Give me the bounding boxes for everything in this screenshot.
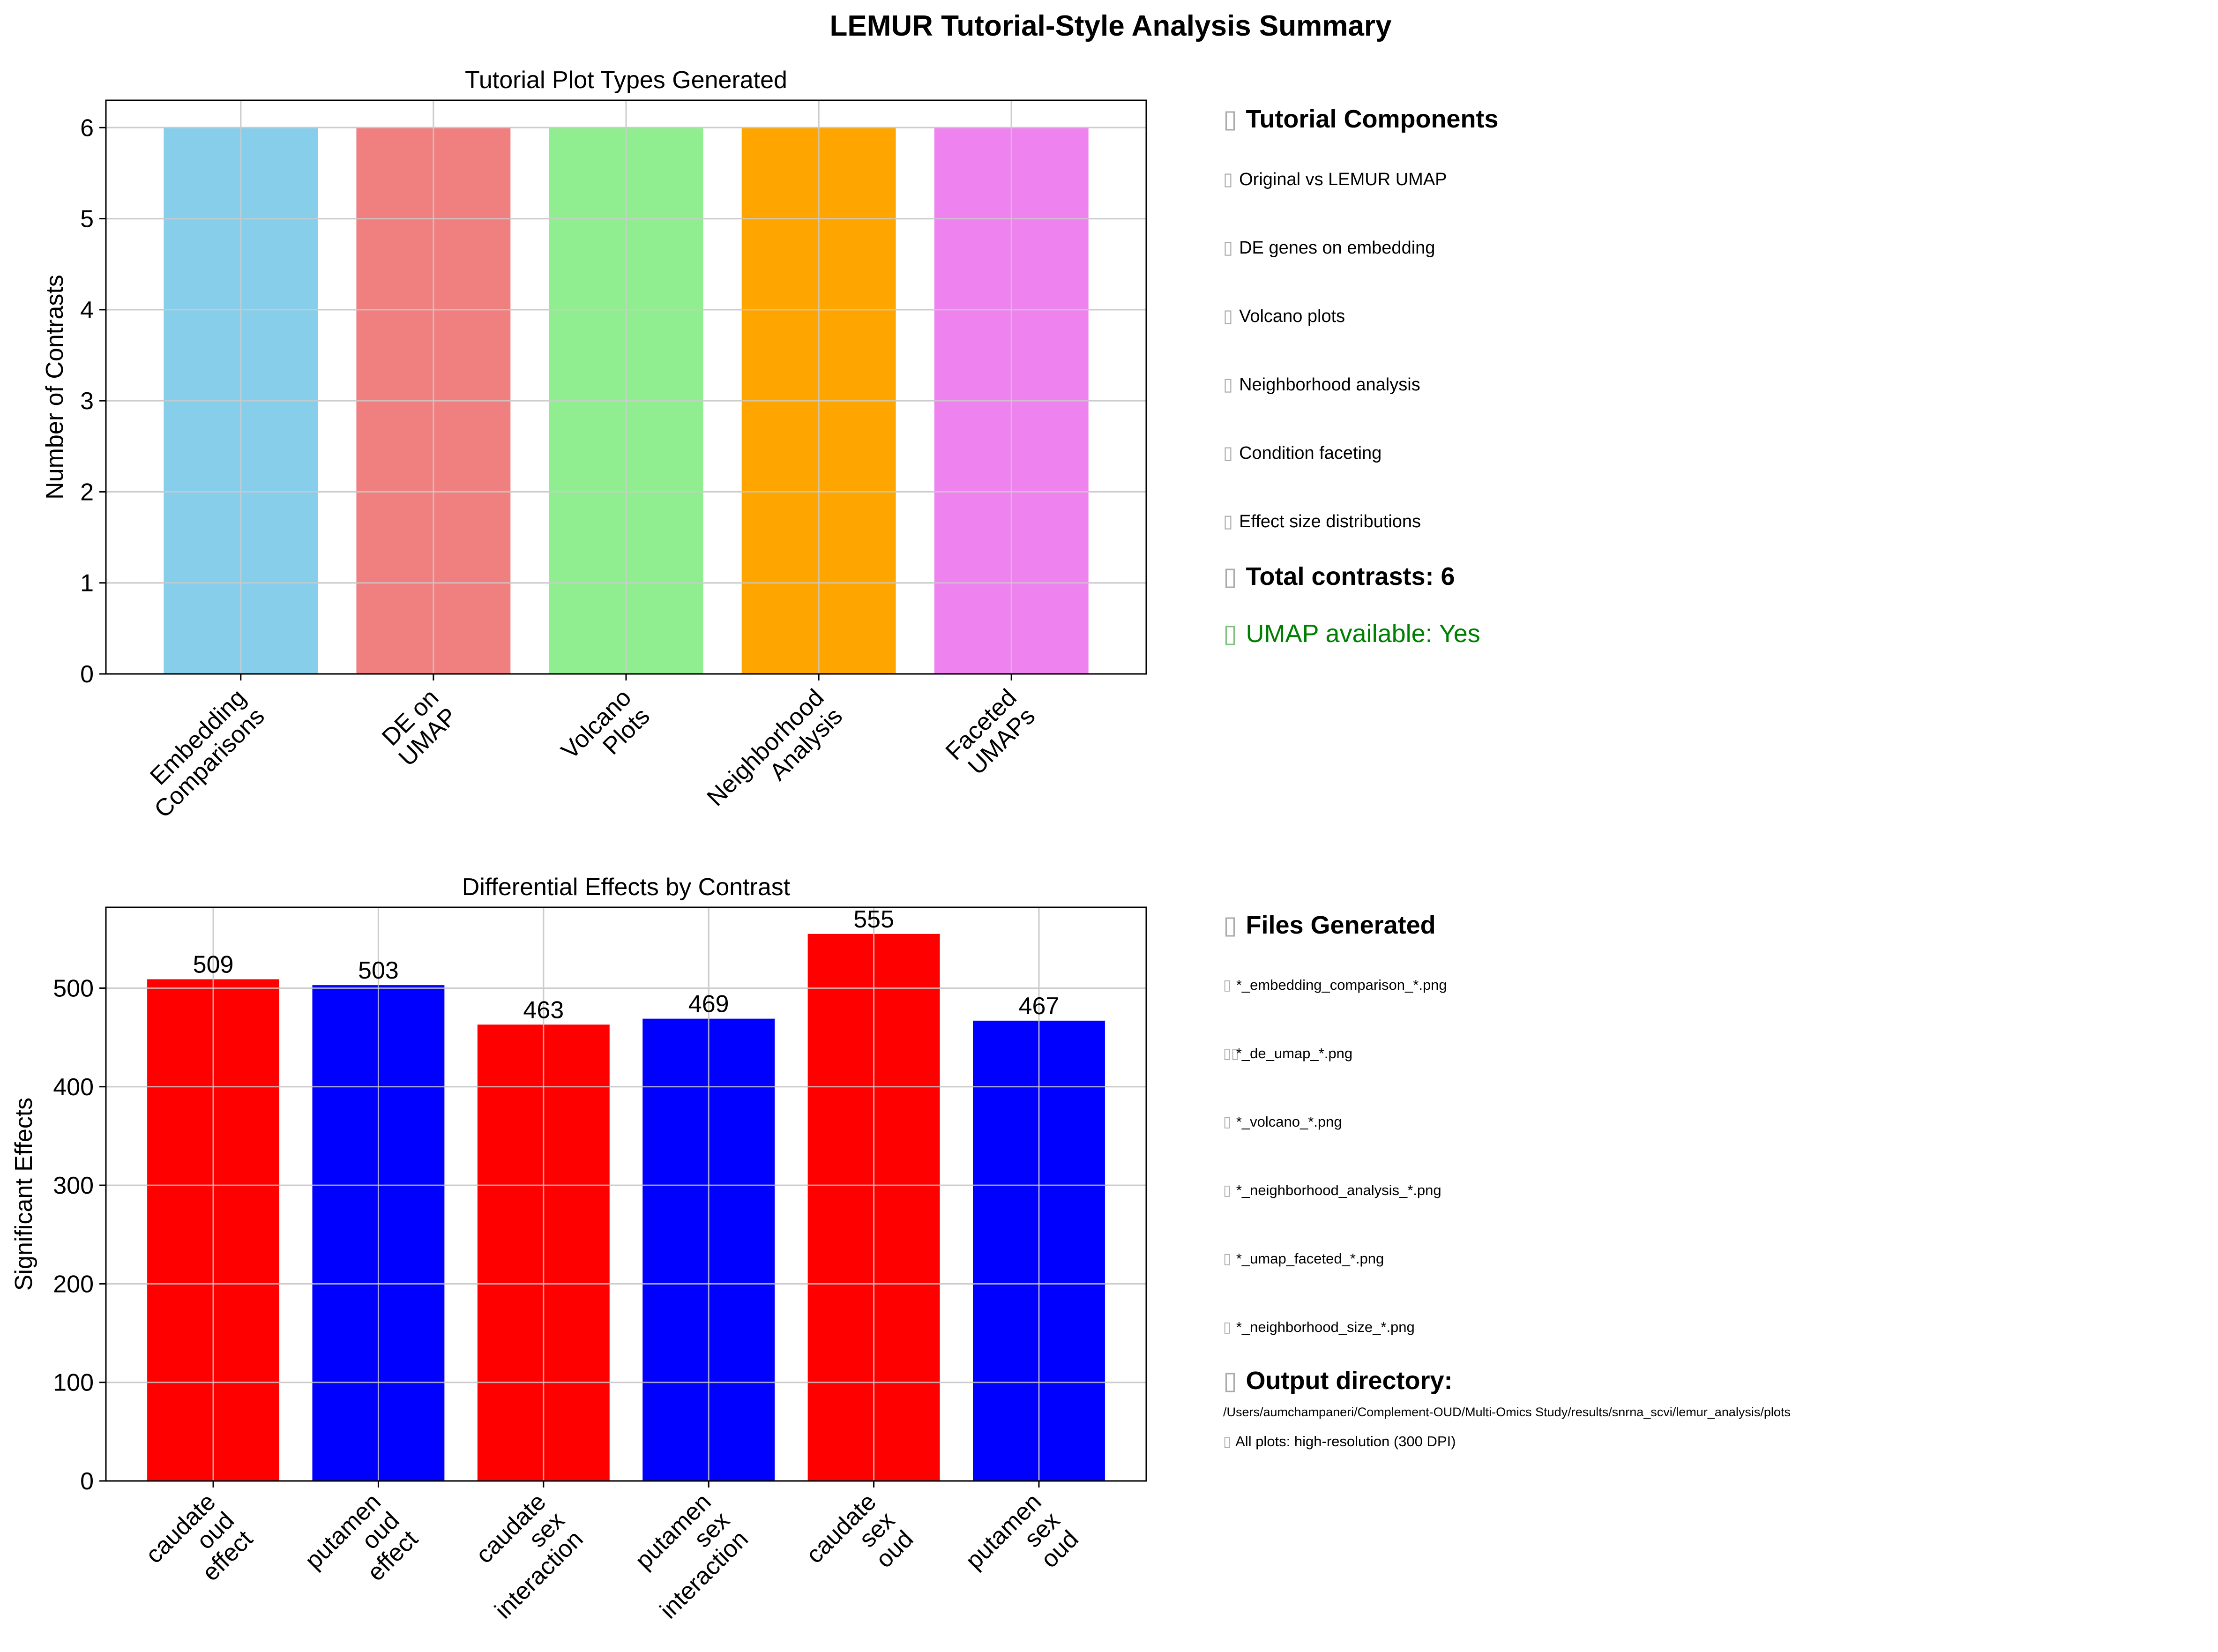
y-axis-label: Number of Contrasts bbox=[41, 275, 68, 500]
umap-available-text: UMAP available: Yes bbox=[1246, 620, 1480, 648]
file-item-label: *_umap_faceted_*.png bbox=[1236, 1250, 1384, 1267]
components-title: ▯ Tutorial Components bbox=[1223, 104, 1498, 134]
file-icon: ▯ bbox=[1223, 1319, 1232, 1335]
component-item-label: DE genes on embedding bbox=[1239, 238, 1435, 258]
check-icon: ▯ bbox=[1223, 306, 1233, 326]
component-item: ▯ Effect size distributions bbox=[1223, 511, 1421, 532]
component-item: ▯ Original vs LEMUR UMAP bbox=[1223, 169, 1447, 190]
data-label: 469 bbox=[688, 991, 729, 1018]
y-tick-label: 100 bbox=[53, 1369, 94, 1397]
files-title: ▯ Files Generated bbox=[1223, 910, 1436, 940]
check-icon: ▯ bbox=[1223, 443, 1233, 463]
file-item-label: *_embedding_comparison_*.png bbox=[1236, 977, 1447, 993]
file-item-label: *_neighborhood_analysis_*.png bbox=[1236, 1182, 1441, 1198]
info-icon: ▯ bbox=[1223, 1433, 1232, 1450]
check-icon: ▯ bbox=[1223, 170, 1233, 189]
resolution-note-text: All plots: high-resolution (300 DPI) bbox=[1235, 1433, 1456, 1450]
check-icon: ▯ bbox=[1223, 238, 1233, 258]
x-tick-label: FacetedUMAPs bbox=[941, 684, 1040, 784]
component-item: ▯ DE genes on embedding bbox=[1223, 237, 1435, 258]
y-tick-label: 0 bbox=[80, 1468, 94, 1495]
y-tick-label: 200 bbox=[53, 1271, 94, 1298]
y-tick-label: 3 bbox=[80, 388, 94, 415]
file-icon: ▯ bbox=[1223, 977, 1232, 993]
x-tick-label: NeighborhoodAnalysis bbox=[702, 684, 848, 830]
data-label: 555 bbox=[853, 906, 894, 933]
x-tick-label: putamenoudeffect bbox=[300, 1488, 424, 1612]
x-tick-label: caudatesexinteraction bbox=[453, 1488, 589, 1624]
folder-icon: ▯ bbox=[1223, 911, 1237, 939]
file-icon: ▯ bbox=[1223, 1182, 1232, 1198]
component-item-label: Volcano plots bbox=[1239, 306, 1345, 326]
y-axis-label: Significant Effects bbox=[10, 1098, 37, 1291]
output-directory-title-text: Output directory: bbox=[1246, 1367, 1453, 1395]
component-item-label: Original vs LEMUR UMAP bbox=[1239, 170, 1447, 189]
data-label: 503 bbox=[358, 957, 399, 984]
component-item: ▯ Volcano plots bbox=[1223, 306, 1345, 327]
axes-frame bbox=[105, 906, 1147, 1482]
output-directory-path: /Users/aumchampaneri/Complement-OUD/Mult… bbox=[1223, 1405, 1791, 1419]
chart-icon: ▯ bbox=[1223, 562, 1237, 591]
x-tick-label: putamensexoud bbox=[960, 1488, 1083, 1611]
x-tick-label: caudatesexoud bbox=[801, 1488, 919, 1606]
file-item-label: *_de_umap_*.png bbox=[1236, 1045, 1353, 1061]
y-tick-label: 400 bbox=[53, 1074, 94, 1101]
chart-title: Differential Effects by Contrast bbox=[462, 874, 791, 901]
x-tick-label: DE onUMAP bbox=[375, 684, 463, 771]
x-tick-label: VolcanoPlots bbox=[556, 684, 655, 783]
chart-plot-types: Tutorial Plot Types Generated 0 1 2 3 4 5 6 Embe… bbox=[41, 67, 1147, 830]
total-contrasts: ▯ Total contrasts: 6 bbox=[1223, 561, 1455, 591]
figure-title: LEMUR Tutorial-Style Analysis Summary bbox=[830, 10, 1392, 42]
resolution-note: ▯ All plots: high-resolution (300 DPI) bbox=[1223, 1433, 1456, 1450]
file-icon: ▯ bbox=[1223, 1114, 1232, 1130]
file-icon: ▯ bbox=[1223, 1250, 1232, 1267]
umap-available: ▯ UMAP available: Yes bbox=[1223, 619, 1480, 648]
y-tick-label: 1 bbox=[80, 570, 94, 597]
check-icon: ▯ bbox=[1223, 375, 1233, 395]
file-item: ▯ *_neighborhood_analysis_*.png bbox=[1223, 1182, 1441, 1199]
file-item: ▯ *_volcano_*.png bbox=[1223, 1114, 1342, 1130]
component-item-label: Condition faceting bbox=[1239, 443, 1382, 463]
component-item-label: Effect size distributions bbox=[1239, 512, 1421, 531]
clipboard-icon: ▯ bbox=[1223, 105, 1237, 133]
components-title-text: Tutorial Components bbox=[1246, 105, 1499, 133]
y-tick-label: 300 bbox=[53, 1172, 94, 1199]
x-tick-label: putamensexinteraction bbox=[618, 1488, 754, 1624]
folder-icon: ▯ bbox=[1223, 1367, 1237, 1395]
data-label: 509 bbox=[193, 951, 234, 979]
y-tick-label: 500 bbox=[53, 975, 94, 1002]
file-item: ▯▯ *_de_umap_*.png bbox=[1223, 1045, 1352, 1062]
check-icon: ▯ bbox=[1223, 512, 1233, 531]
y-tick-label: 5 bbox=[80, 206, 94, 233]
y-tick-label: 6 bbox=[80, 114, 94, 142]
files-title-text: Files Generated bbox=[1246, 911, 1436, 939]
total-contrasts-text: Total contrasts: 6 bbox=[1246, 562, 1455, 591]
data-label: 463 bbox=[523, 996, 564, 1024]
file-icon: ▯▯ bbox=[1223, 1045, 1240, 1061]
chart-title: Tutorial Plot Types Generated bbox=[465, 67, 787, 94]
file-item-label: *_volcano_*.png bbox=[1236, 1114, 1342, 1130]
y-tick-label: 4 bbox=[80, 297, 94, 324]
component-item: ▯ Neighborhood analysis bbox=[1223, 374, 1420, 395]
file-item: ▯ *_umap_faceted_*.png bbox=[1223, 1250, 1384, 1267]
file-item: ▯ *_neighborhood_size_*.png bbox=[1223, 1319, 1415, 1336]
check-icon: ▯ bbox=[1223, 620, 1237, 648]
x-tick-label: EmbeddingComparisons bbox=[131, 684, 270, 823]
y-tick-label: 2 bbox=[80, 478, 94, 506]
x-tick-label: caudateoudeffect bbox=[141, 1488, 258, 1606]
data-label: 467 bbox=[1019, 993, 1060, 1020]
file-item: ▯ *_embedding_comparison_*.png bbox=[1223, 977, 1447, 994]
file-item-label: *_neighborhood_size_*.png bbox=[1236, 1319, 1415, 1335]
component-item-label: Neighborhood analysis bbox=[1239, 375, 1420, 395]
chart-differential-effects: Differential Effects by Contrast 509 503 46… bbox=[10, 874, 1147, 1624]
output-directory-title: ▯ Output directory: bbox=[1223, 1366, 1452, 1395]
component-item: ▯ Condition faceting bbox=[1223, 442, 1382, 463]
y-tick-label: 0 bbox=[80, 661, 94, 688]
grid-overlay bbox=[106, 100, 1146, 675]
